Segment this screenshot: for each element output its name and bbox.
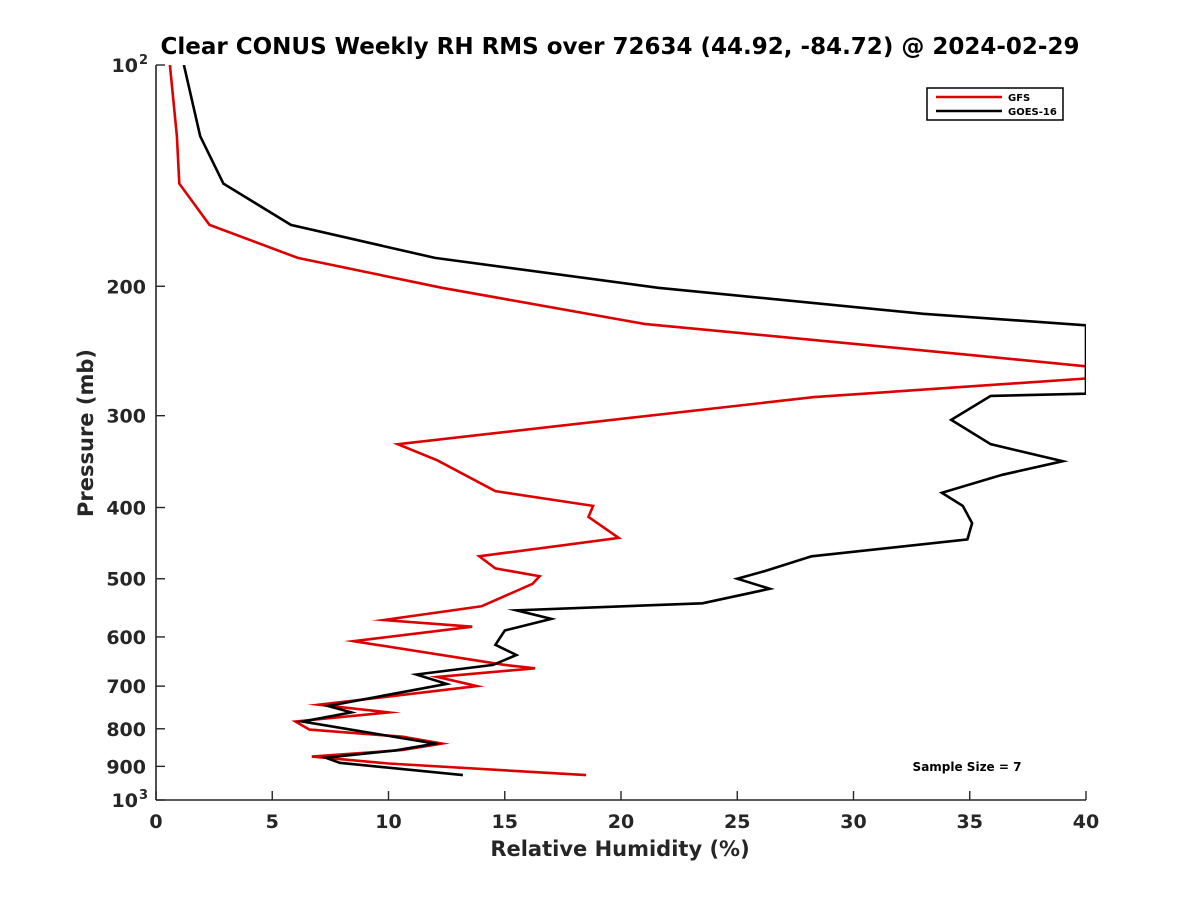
y-tick-label: 800 [106,719,146,741]
x-tick-label: 25 [724,811,750,833]
legend-label-goes-16: GOES-16 [1008,107,1057,118]
x-tick-label: 35 [957,811,983,833]
y-tick-label: 10 [112,790,138,812]
y-tick-label: 500 [106,569,146,591]
x-tick-label: 30 [840,811,866,833]
series-line-goes-16 [182,65,1086,777]
x-tick-label: 20 [608,811,634,833]
x-tick-label: 10 [375,811,401,833]
x-tick-label: 15 [492,811,518,833]
y-tick-exponent: 3 [139,788,148,803]
y-tick-label: 900 [106,756,146,778]
sample-size-annotation: Sample Size = 7 [913,760,1022,774]
y-tick-label: 400 [106,498,146,520]
y-axis-label: Pressure (mb) [74,349,98,517]
legend-label-gfs: GFS [1008,93,1030,104]
legend: GFS GOES-16 [926,87,1064,121]
x-tick-label: 0 [149,811,162,833]
series-layer [168,65,1086,777]
series-line-gfs [168,65,1086,777]
chart-title: Clear CONUS Weekly RH RMS over 72634 (44… [161,34,1080,60]
y-tick-exponent: 2 [139,53,148,68]
y-tick-label: 600 [106,627,146,649]
y-tick-label: 10 [112,55,138,77]
x-tick-label: 40 [1073,811,1099,833]
plot-area [156,65,1086,800]
x-tick-label: 5 [266,811,279,833]
y-tick-label: 300 [106,406,146,428]
legend-box [926,87,1064,121]
x-axis-ticks: 0 5 10 15 20 25 30 35 40 [149,791,1099,833]
y-tick-label: 200 [106,276,146,298]
x-axis-label: Relative Humidity (%) [490,837,749,861]
y-tick-label: 700 [106,676,146,698]
